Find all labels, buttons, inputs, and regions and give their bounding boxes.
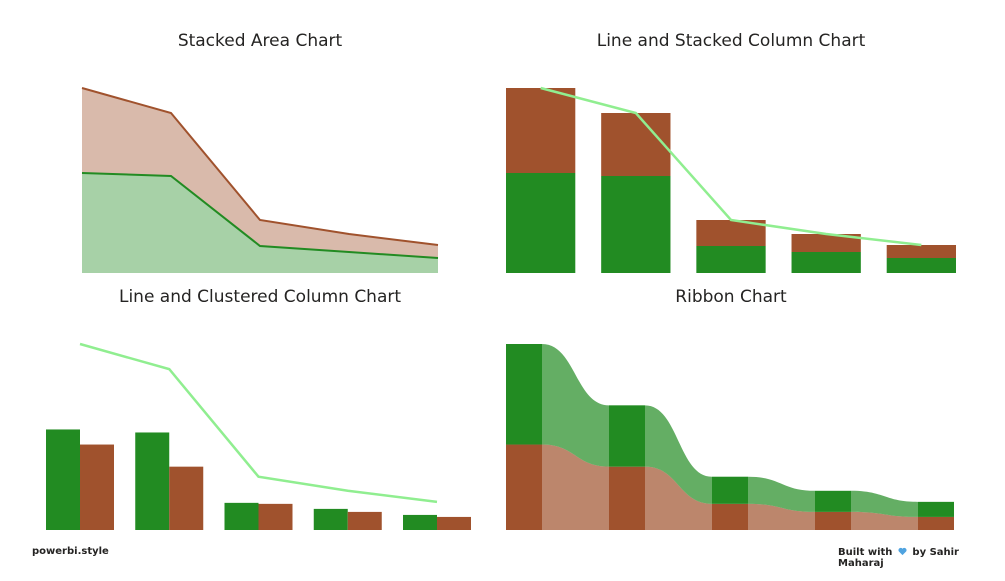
stacked-column-series-2-bar bbox=[601, 113, 671, 176]
ribbon-series-1-bar bbox=[609, 405, 645, 467]
ribbon-series-1-band bbox=[851, 490, 918, 517]
clustered-column-series-2-bar bbox=[437, 516, 471, 530]
stacked-column-series-2-bar bbox=[506, 88, 576, 173]
chart-title-line-stacked-column: Line and Stacked Column Chart bbox=[596, 31, 866, 51]
ribbon-series-1-bar bbox=[815, 490, 851, 512]
clustered-column-series-2-bar bbox=[80, 444, 114, 530]
area-series-1 bbox=[82, 173, 438, 273]
ribbon-series-2-bar bbox=[506, 444, 542, 530]
clustered-column-line-series bbox=[79, 342, 438, 504]
clustered-column-series-2-bar bbox=[169, 466, 204, 530]
clustered-column-series-1-bar bbox=[224, 502, 259, 530]
ribbon-series-2-bar bbox=[918, 516, 954, 530]
clustered-column-series-1-bar bbox=[403, 514, 437, 530]
area-series-2 bbox=[82, 88, 438, 258]
stacked-column-series-1-bar bbox=[791, 252, 861, 273]
stacked-column-series-1-bar bbox=[601, 176, 671, 273]
footer-credit-suffix: by Sahir Maharaj bbox=[838, 547, 959, 569]
chart-title-ribbon: Ribbon Chart bbox=[675, 287, 787, 307]
ribbon-series-2-bar bbox=[815, 511, 851, 530]
chart-title-line-clustered-column: Line and Clustered Column Chart bbox=[118, 287, 402, 307]
ribbon-series-2-band bbox=[645, 466, 712, 530]
heart-icon bbox=[898, 547, 907, 556]
ribbon-series-2-band bbox=[748, 503, 815, 530]
footer-brand: powerbi.style bbox=[32, 546, 109, 557]
stacked-column-series-2-bar bbox=[886, 245, 956, 258]
clustered-column-series-2-bar bbox=[347, 511, 382, 530]
stacked-column-line-series bbox=[540, 86, 922, 247]
stacked-column-series-1-bar bbox=[886, 258, 956, 273]
area-series-2-line bbox=[81, 87, 439, 246]
ribbon-series-2-band bbox=[851, 511, 918, 530]
ribbon-series-1-band bbox=[542, 344, 609, 467]
clustered-column-series-1-bar bbox=[46, 429, 80, 530]
ribbon-series-2-band bbox=[542, 444, 609, 530]
stacked-column-series-1-bar bbox=[696, 246, 766, 273]
ribbon-series-1-bar bbox=[918, 501, 954, 517]
clustered-column-series-1-bar bbox=[313, 508, 348, 530]
ribbon-series-1-bar bbox=[506, 344, 542, 445]
ribbon-series-1-bar bbox=[712, 476, 748, 504]
footer-credit-prefix: Built with bbox=[838, 547, 893, 558]
clustered-column-series-2-bar bbox=[258, 503, 293, 530]
footer-credit: Built with by Sahir Maharaj bbox=[838, 546, 1005, 569]
ribbon-series-2-bar bbox=[609, 466, 645, 530]
ribbon-series-2-bar bbox=[712, 503, 748, 530]
clustered-column-series-1-bar bbox=[135, 432, 170, 530]
area-series-1-line bbox=[81, 172, 439, 259]
stacked-column-series-2-bar bbox=[791, 234, 861, 252]
ribbon-series-1-band bbox=[748, 476, 815, 512]
chart-title-stacked-area: Stacked Area Chart bbox=[177, 31, 343, 51]
stacked-column-series-1-bar bbox=[506, 173, 576, 273]
ribbon-series-1-band bbox=[645, 405, 712, 504]
